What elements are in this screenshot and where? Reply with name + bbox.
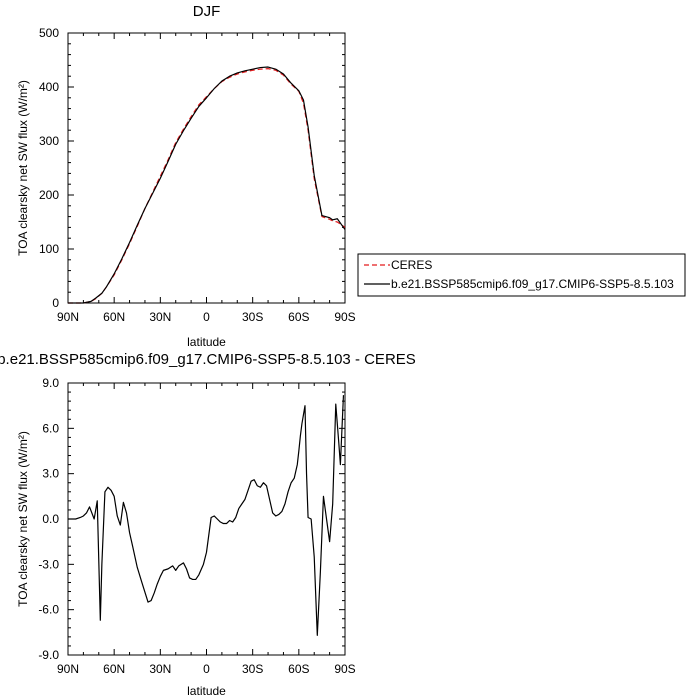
x-axis-label: latitude [187,684,226,698]
y-tick-label: 0 [52,296,59,310]
y-tick-label: 200 [39,188,59,202]
y-tick-label: 300 [39,134,59,148]
x-tick-label: 90S [334,310,355,324]
x-tick-label: 0 [203,310,210,324]
y-tick-label: -9.0 [38,648,59,662]
y-axis-label: TOA clearsky net SW flux (W/m²) [16,80,30,256]
top-chart: DJF 90N 60N 30N 0 30S 60S 90S 0 100 200 300 400 500 la… [16,3,686,349]
x-tick-label: 60N [103,310,125,324]
x-tick-label: 90N [57,662,79,676]
chart-title: b.e21.BSSP585cmip6.f09_g17.CMIP6-SSP5-8.… [0,351,416,368]
x-tick-label: 30N [149,310,171,324]
x-tick-label: 30S [242,662,263,676]
x-tick-label: 30N [149,662,171,676]
y-tick-label: 100 [39,242,59,256]
y-tick-label: -6.0 [38,603,59,617]
chart-title: DJF [193,3,221,20]
series-line-0 [68,395,345,636]
legend-label: b.e21.BSSP585cmip6.f09_g17.CMIP6-SSP5-8.… [391,277,674,291]
x-tick-label: 90N [57,310,79,324]
x-tick-label: 90S [334,662,355,676]
series-line-b-e21-bssp585cmip6-f09-g [68,66,346,304]
plot-frame [67,382,346,656]
x-tick-label: 60S [288,662,309,676]
x-tick-label: 30S [242,310,263,324]
y-tick-label: 9.0 [42,376,59,390]
y-tick-label: 3.0 [42,467,59,481]
y-tick-label: 0.0 [42,512,59,526]
x-tick-label: 60S [288,310,309,324]
difference-chart: b.e21.BSSP585cmip6.f09_g17.CMIP6-SSP5-8.… [0,351,416,698]
y-tick-label: 400 [39,80,59,94]
y-tick-label: -3.0 [38,557,59,571]
series-line-ceres [68,68,346,304]
legend-label: CERES [391,258,432,272]
x-tick-label: 0 [203,662,210,676]
x-axis-label: latitude [187,335,226,349]
legend-box [357,253,686,297]
y-tick-label: 6.0 [42,421,59,435]
y-tick-label: 500 [39,26,59,40]
y-axis-label: TOA clearsky net SW flux (W/m²) [16,431,30,607]
x-tick-label: 60N [103,662,125,676]
plot-frame [67,32,346,304]
